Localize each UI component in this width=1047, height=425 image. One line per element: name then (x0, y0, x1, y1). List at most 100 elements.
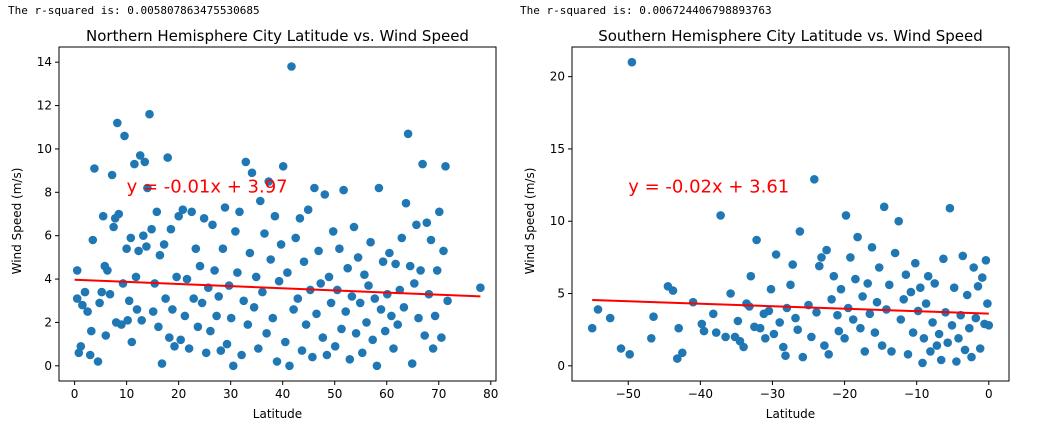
scatter-points (72, 62, 485, 371)
data-point (366, 237, 375, 247)
data-point (337, 324, 346, 334)
data-point (860, 347, 870, 356)
data-point (867, 243, 877, 252)
data-point (178, 205, 188, 214)
data-point (984, 321, 994, 330)
data-point (841, 211, 851, 220)
data-point (243, 320, 253, 329)
y-tick-label: 8 (44, 185, 52, 199)
data-point (328, 227, 338, 236)
data-point (258, 287, 267, 297)
plot-frame (571, 46, 1010, 382)
x-tick-label: 40 (275, 387, 290, 401)
data-point (401, 198, 411, 208)
data-point (283, 268, 292, 277)
data-point (320, 190, 330, 199)
data-point (174, 211, 183, 221)
data-point (958, 251, 968, 261)
data-point (139, 231, 148, 240)
data-point (863, 279, 872, 288)
data-point (301, 320, 311, 329)
data-point (120, 131, 129, 141)
data-point (856, 323, 865, 333)
scatter-points (587, 57, 994, 368)
data-point (137, 316, 146, 325)
data-point (945, 203, 955, 213)
data-point (678, 348, 687, 358)
x-tick-label: 0 (985, 387, 993, 401)
data-point (376, 305, 386, 314)
data-point (193, 322, 203, 332)
data-point (78, 300, 87, 310)
data-point (716, 211, 725, 220)
regression-line (592, 299, 989, 315)
data-point (349, 222, 359, 232)
data-point (616, 344, 626, 353)
data-point (285, 361, 294, 371)
data-point (385, 248, 394, 258)
data-point (769, 329, 779, 339)
data-point (439, 246, 448, 256)
data-point (627, 57, 637, 67)
data-point (351, 329, 361, 338)
chart-northern-hemisphere: Northern Hemisphere City Latitude vs. Wi… (10, 27, 498, 421)
data-point (166, 224, 176, 234)
data-point (364, 281, 373, 290)
data-point (147, 224, 156, 234)
data-point (362, 318, 371, 327)
data-point (872, 297, 882, 307)
data-point (407, 359, 417, 368)
data-point (182, 274, 192, 284)
data-point (85, 350, 95, 360)
data-point (117, 320, 126, 329)
data-point (969, 263, 978, 272)
data-point (829, 271, 839, 281)
data-point (130, 159, 139, 169)
data-point (896, 315, 906, 324)
x-tick-label: 30 (223, 387, 238, 401)
data-point (954, 334, 963, 343)
data-point (291, 233, 301, 243)
data-point (308, 352, 317, 362)
data-point (206, 326, 215, 336)
y-axis-label: Wind Speed (m/s) (10, 168, 24, 275)
data-point (83, 307, 92, 316)
data-point (426, 235, 436, 245)
data-point (370, 294, 380, 303)
regression-equation: y = -0.02x + 3.61 (628, 176, 789, 197)
data-point (72, 294, 82, 303)
data-point (939, 254, 948, 264)
data-point (391, 259, 400, 269)
chart-southern-hemisphere: Southern Hemisphere City Latitude vs. Wi… (523, 27, 1010, 421)
data-point (428, 344, 438, 353)
x-axis-label: Latitude (766, 407, 815, 421)
data-point (810, 175, 819, 184)
data-point (817, 253, 826, 262)
data-point (245, 248, 255, 258)
data-point (226, 313, 236, 323)
data-point (231, 227, 240, 236)
data-point (76, 342, 86, 351)
data-point (649, 312, 658, 322)
data-point (983, 299, 992, 308)
data-point (270, 211, 280, 221)
y-tick-label: 5 (557, 287, 565, 301)
data-point (170, 342, 179, 351)
regression-line (74, 278, 481, 298)
data-point (761, 334, 770, 343)
data-point (152, 207, 162, 217)
data-point (975, 344, 985, 353)
data-point (127, 337, 137, 347)
data-point (126, 233, 136, 243)
data-point (176, 335, 185, 345)
data-point (405, 261, 415, 271)
data-point (936, 355, 946, 365)
data-point (163, 153, 172, 162)
data-point (93, 357, 103, 366)
data-point (299, 257, 309, 267)
data-point (858, 292, 867, 301)
data-point (711, 328, 721, 337)
data-point (822, 245, 831, 255)
data-point (967, 352, 976, 362)
r-squared-output-south: The r-squared is: 0.006724406798893763 (520, 4, 772, 17)
